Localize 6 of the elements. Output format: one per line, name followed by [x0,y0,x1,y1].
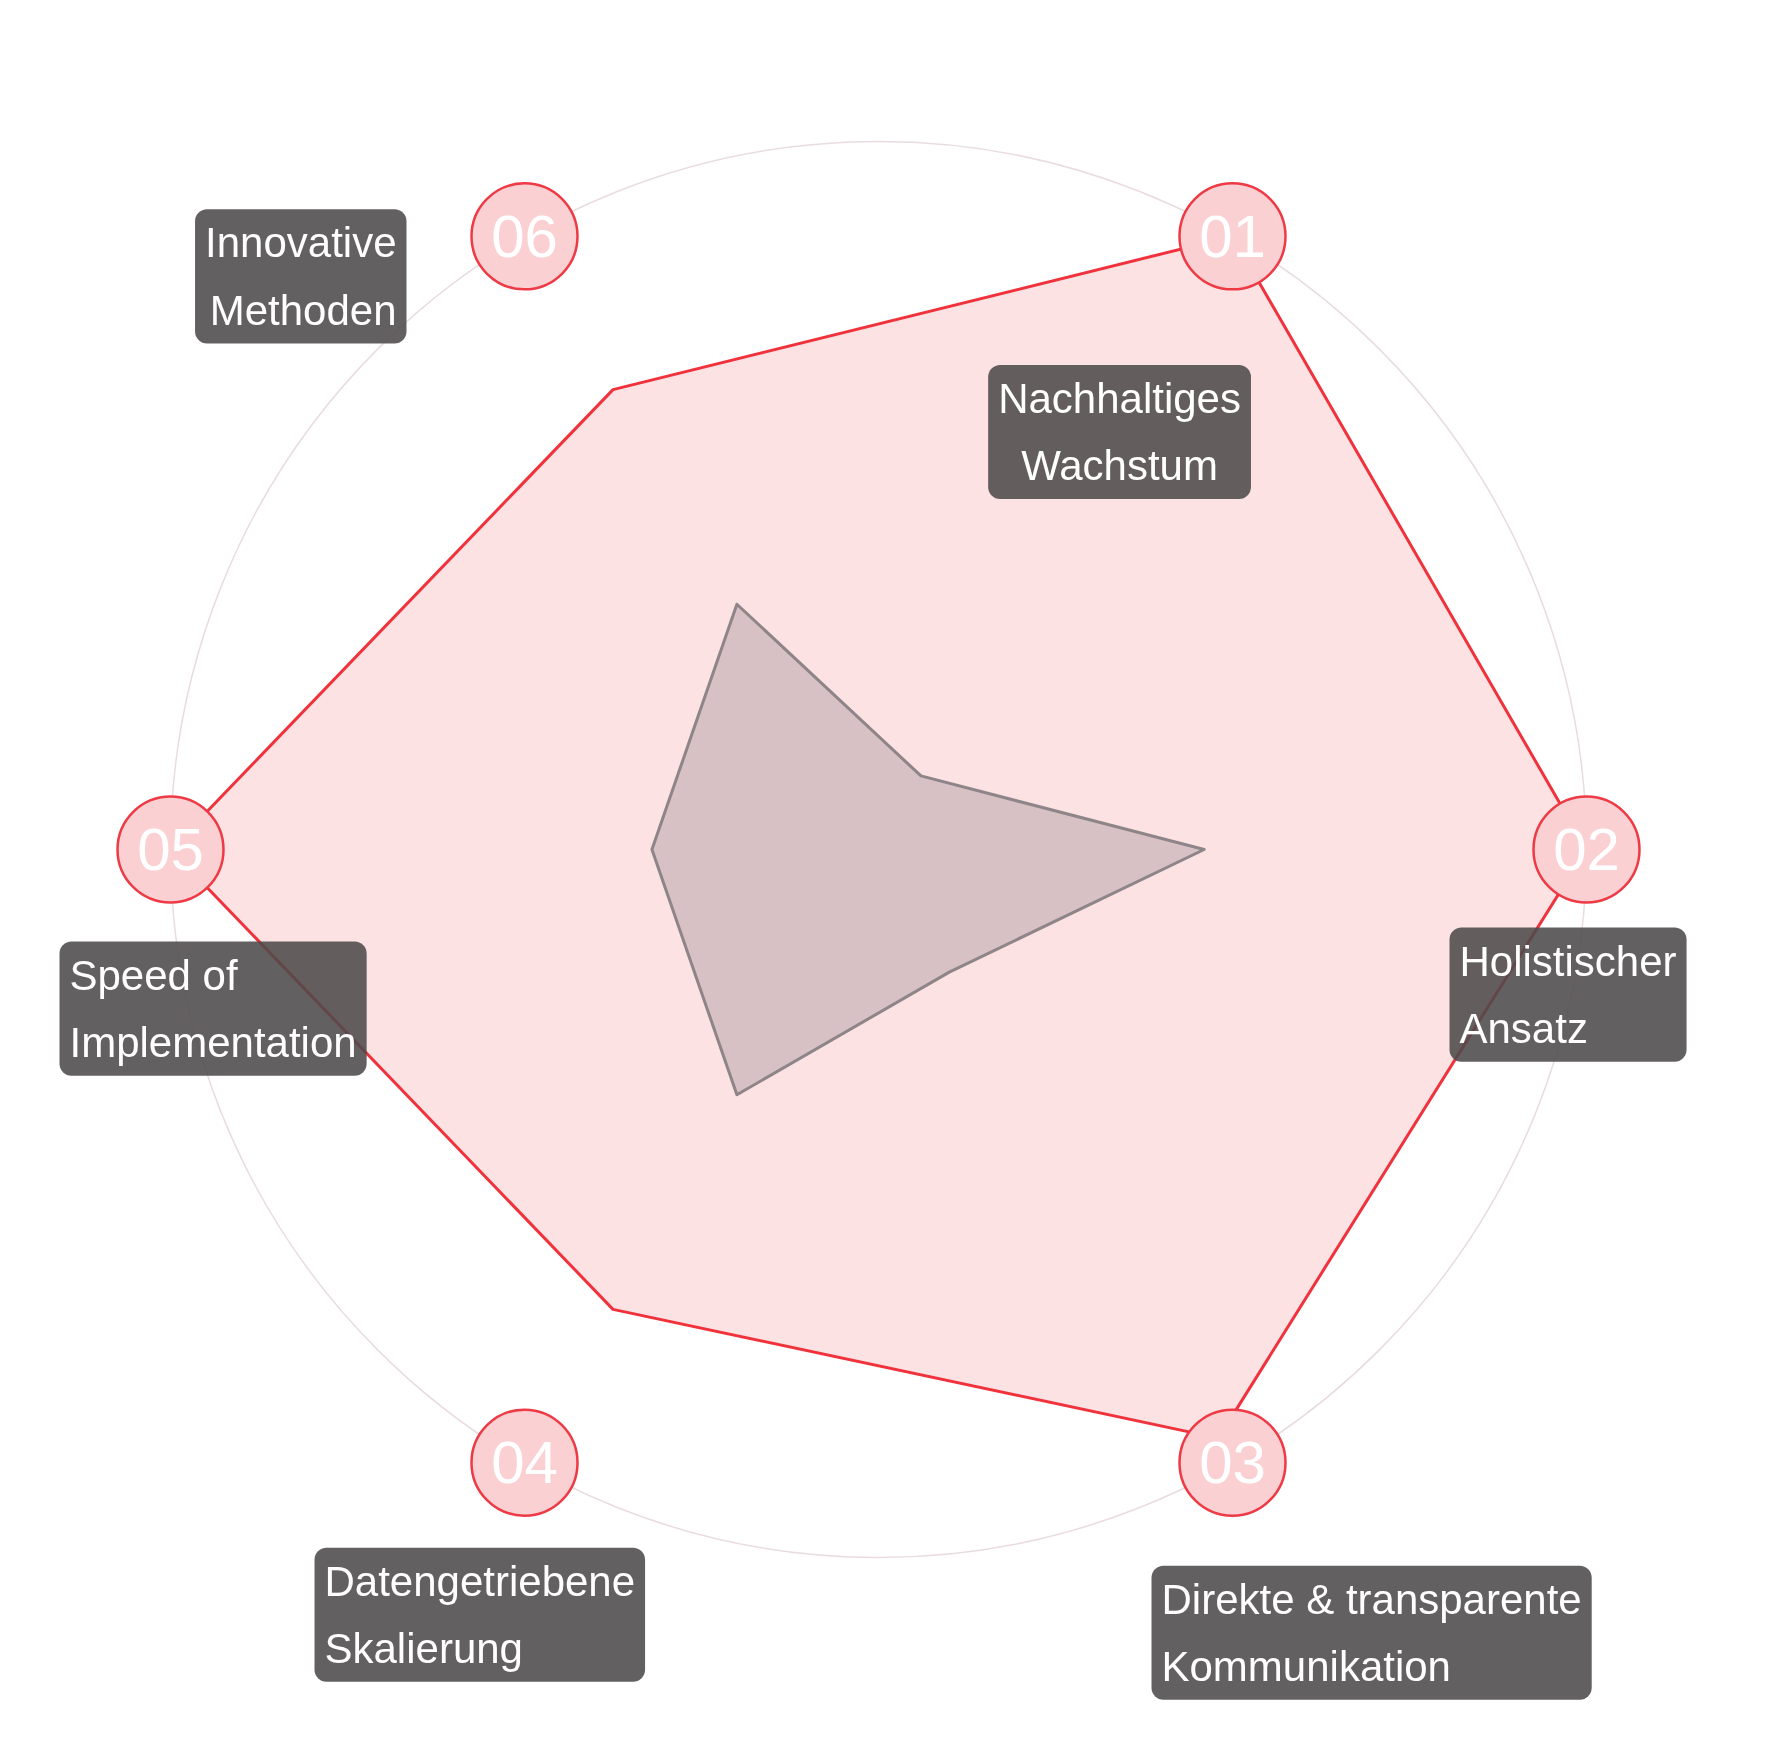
spoke-label: Holistischer Ansatz [1459,937,1677,1052]
spoke-label: Speed of Implementation [69,951,357,1066]
spoke-label: Innovative Methoden [205,219,397,334]
spoke-label: Datengetriebene Skalierung [324,1557,636,1672]
spoke-label: Nachhaltiges Wachstum [998,374,1241,490]
spoke-label: Direkte & transparente Kommunikation [1161,1575,1582,1690]
